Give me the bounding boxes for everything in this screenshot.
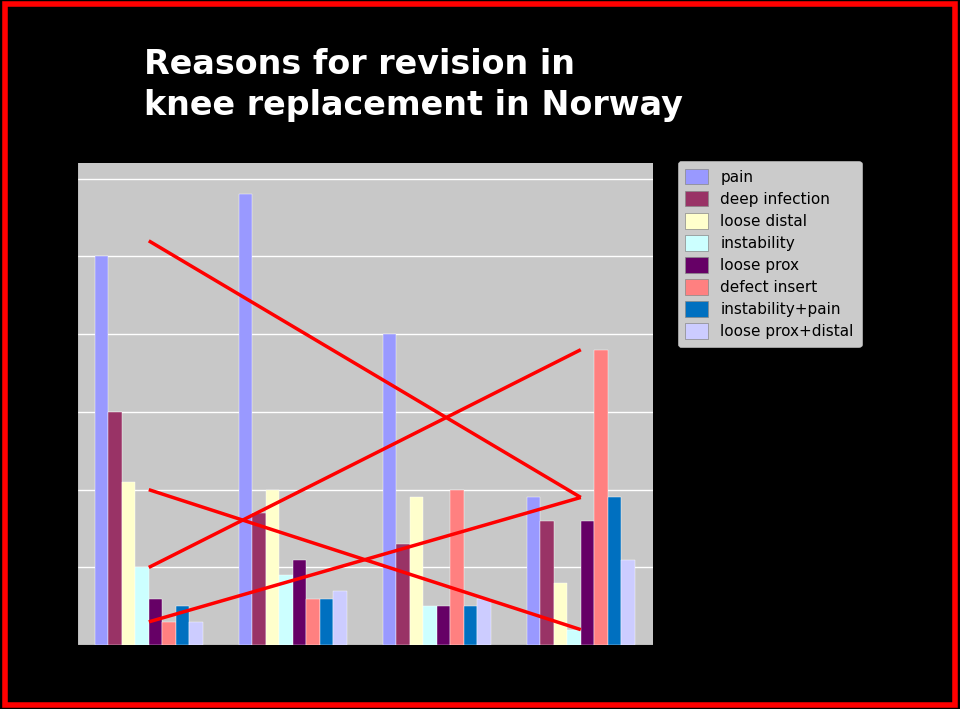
Bar bbox=[266, 490, 279, 645]
Bar bbox=[95, 257, 108, 645]
Bar bbox=[122, 482, 135, 645]
Bar bbox=[396, 544, 410, 645]
Text: Reasons for revision in
knee replacement in Norway: Reasons for revision in knee replacement… bbox=[144, 48, 683, 122]
Bar bbox=[423, 606, 437, 645]
Legend: pain, deep infection, loose distal, instability, loose prox, defect insert, inst: pain, deep infection, loose distal, inst… bbox=[678, 161, 861, 347]
Bar bbox=[279, 575, 293, 645]
Bar bbox=[608, 498, 621, 645]
Bar bbox=[176, 606, 189, 645]
Bar bbox=[450, 490, 464, 645]
Bar bbox=[621, 559, 635, 645]
Bar bbox=[594, 350, 608, 645]
Bar bbox=[189, 622, 203, 645]
Bar bbox=[306, 598, 320, 645]
Bar bbox=[383, 334, 396, 645]
Bar bbox=[135, 567, 149, 645]
Bar bbox=[410, 498, 423, 645]
Bar bbox=[333, 591, 347, 645]
Bar bbox=[108, 412, 122, 645]
Bar bbox=[437, 606, 450, 645]
Bar bbox=[162, 622, 176, 645]
Bar bbox=[540, 521, 554, 645]
Bar bbox=[567, 630, 581, 645]
Bar bbox=[464, 606, 477, 645]
Bar bbox=[252, 513, 266, 645]
Bar bbox=[293, 559, 306, 645]
Bar bbox=[554, 583, 567, 645]
Bar bbox=[149, 598, 162, 645]
Bar bbox=[477, 598, 491, 645]
Bar bbox=[527, 498, 540, 645]
Bar bbox=[320, 598, 333, 645]
Bar bbox=[239, 194, 252, 645]
Bar bbox=[581, 521, 594, 645]
